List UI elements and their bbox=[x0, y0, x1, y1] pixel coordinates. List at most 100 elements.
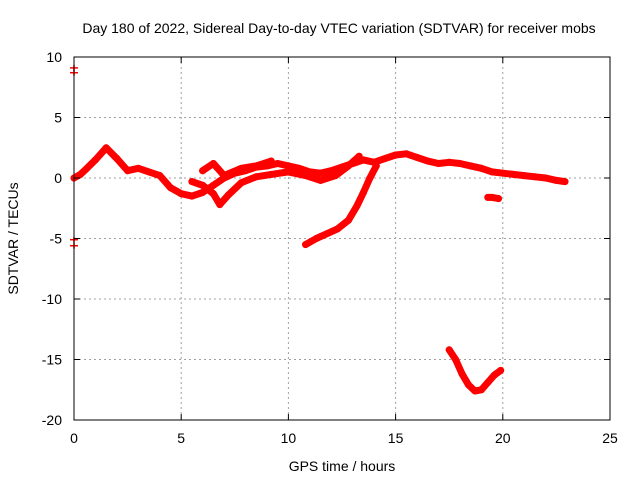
data-point bbox=[91, 156, 99, 164]
data-point bbox=[267, 157, 275, 165]
series-upper-branch bbox=[199, 157, 275, 180]
data-point bbox=[344, 216, 352, 224]
data-point bbox=[220, 172, 228, 180]
data-point bbox=[209, 190, 217, 198]
data-point bbox=[312, 235, 320, 242]
data-point bbox=[76, 170, 84, 178]
axis-ticks: 0 5 10 15 20 25 -20 -15 -10 -5 0 5 10 bbox=[42, 49, 618, 446]
data-point bbox=[284, 162, 292, 170]
data-point bbox=[561, 178, 569, 186]
data-point bbox=[332, 172, 340, 180]
series-dip-curve bbox=[445, 346, 505, 395]
data-point bbox=[267, 170, 275, 178]
data-point bbox=[467, 162, 475, 170]
data-point bbox=[216, 201, 224, 209]
data-point bbox=[497, 366, 505, 374]
data-point bbox=[237, 164, 245, 172]
data-point bbox=[323, 230, 331, 238]
data-point bbox=[434, 159, 442, 167]
data-point bbox=[334, 225, 342, 233]
data-point bbox=[177, 190, 185, 198]
data-point bbox=[302, 241, 310, 249]
data-point bbox=[317, 169, 325, 177]
data-point bbox=[209, 181, 217, 189]
data-point bbox=[166, 184, 174, 192]
y-tick-label: -20 bbox=[42, 412, 62, 428]
data-point bbox=[355, 152, 363, 160]
series-lower-branch bbox=[188, 152, 363, 209]
grid-lines bbox=[74, 57, 610, 420]
x-tick-label: 20 bbox=[495, 430, 511, 446]
data-point bbox=[488, 168, 496, 176]
x-tick-label: 0 bbox=[70, 430, 78, 446]
data-point bbox=[317, 176, 325, 184]
data-point bbox=[366, 174, 374, 182]
data-point bbox=[372, 162, 380, 170]
data-point bbox=[456, 159, 464, 167]
data-point bbox=[252, 173, 260, 181]
data-point bbox=[464, 381, 472, 389]
data-point bbox=[520, 172, 528, 180]
data-point bbox=[484, 378, 492, 386]
y-tick-label: 10 bbox=[46, 49, 62, 65]
data-point bbox=[495, 195, 503, 203]
data-point bbox=[424, 157, 432, 165]
data-point bbox=[488, 193, 496, 201]
y-tick-label: 0 bbox=[54, 170, 62, 186]
data-point bbox=[552, 176, 560, 184]
data-point bbox=[510, 170, 518, 178]
data-point bbox=[458, 370, 466, 378]
data-point bbox=[531, 173, 539, 181]
data-point bbox=[490, 371, 498, 379]
data-point bbox=[381, 155, 389, 163]
series-isolated-segment bbox=[484, 193, 503, 203]
series-main-band bbox=[70, 144, 569, 200]
data-point bbox=[199, 167, 207, 175]
data-point bbox=[477, 164, 485, 172]
data-point bbox=[209, 159, 217, 167]
x-tick-label: 10 bbox=[281, 430, 297, 446]
data-point bbox=[392, 151, 400, 159]
series-rising-arc bbox=[302, 162, 380, 249]
data-point bbox=[237, 179, 245, 187]
x-tick-label: 5 bbox=[177, 430, 185, 446]
data-point bbox=[295, 164, 303, 172]
data-point bbox=[274, 159, 282, 167]
data-point bbox=[452, 356, 460, 363]
data-point bbox=[134, 164, 142, 172]
x-tick-label: 15 bbox=[388, 430, 404, 446]
data-point bbox=[252, 162, 260, 170]
y-tick-label: -5 bbox=[50, 231, 63, 247]
data-point bbox=[471, 387, 479, 395]
data-point bbox=[224, 191, 232, 199]
data-point bbox=[542, 174, 550, 182]
series-line bbox=[445, 346, 505, 395]
data-point bbox=[284, 168, 292, 176]
data-point bbox=[156, 172, 164, 180]
data-point bbox=[199, 181, 207, 189]
data-marks bbox=[70, 64, 569, 395]
data-point bbox=[188, 192, 196, 200]
y-axis-label: SDTVAR / TECUs bbox=[5, 182, 21, 294]
y-tick-label: 5 bbox=[54, 110, 62, 126]
data-point bbox=[145, 168, 153, 176]
x-axis-label: GPS time / hours bbox=[289, 458, 396, 474]
data-point bbox=[359, 189, 367, 197]
data-point bbox=[445, 158, 453, 166]
data-point bbox=[102, 144, 110, 152]
x-tick-label: 25 bbox=[602, 430, 618, 446]
data-point bbox=[477, 386, 485, 394]
chart-title: Day 180 of 2022, Sidereal Day-to-day VTE… bbox=[82, 20, 595, 36]
data-point bbox=[413, 153, 421, 161]
data-point bbox=[124, 167, 132, 175]
data-point bbox=[344, 162, 352, 170]
data-point bbox=[188, 178, 196, 186]
y-tick-label: -15 bbox=[42, 352, 62, 368]
data-point bbox=[499, 169, 507, 177]
data-point bbox=[327, 167, 335, 175]
data-point bbox=[83, 164, 91, 172]
data-point bbox=[445, 346, 453, 354]
data-point bbox=[353, 202, 361, 210]
data-point bbox=[113, 155, 121, 163]
